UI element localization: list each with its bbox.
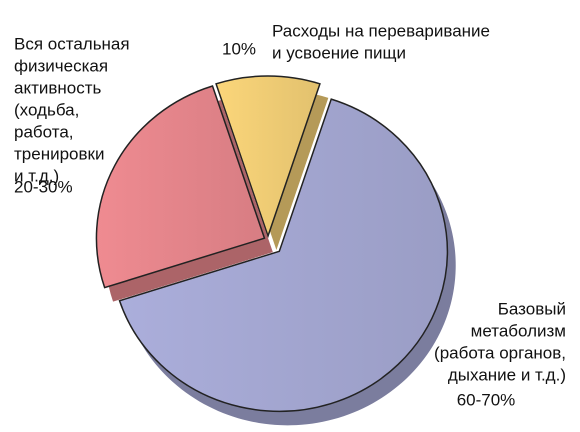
slice-label: (ходьба,: [14, 100, 79, 119]
value-label: 20-30%: [14, 177, 73, 196]
slice-label: и т.д.): [14, 166, 59, 185]
slice-label: Базовый: [498, 299, 566, 318]
slice-label: Расходы на переваривание: [272, 21, 490, 40]
slice-label: метаболизм: [471, 321, 566, 340]
value-label: 10%: [222, 39, 256, 58]
slice: [95, 85, 266, 289]
slice-group: [215, 75, 329, 251]
slice-label: Вся остальная: [14, 34, 130, 53]
slice-group: [118, 98, 456, 426]
slice-label: активность: [14, 78, 102, 97]
slice: [118, 98, 449, 413]
slice: [215, 75, 321, 239]
slice-group: [95, 85, 273, 302]
value-label: 60-70%: [457, 390, 516, 409]
slice-label: физическая: [14, 56, 108, 75]
slice-label: тренировки: [14, 144, 104, 163]
slice-label: дыхание и т.д.): [448, 365, 566, 384]
slice-label: и усвоение пищи: [272, 43, 406, 62]
slice-label: работа,: [14, 122, 74, 141]
slice-label: (работа органов,: [434, 343, 566, 362]
